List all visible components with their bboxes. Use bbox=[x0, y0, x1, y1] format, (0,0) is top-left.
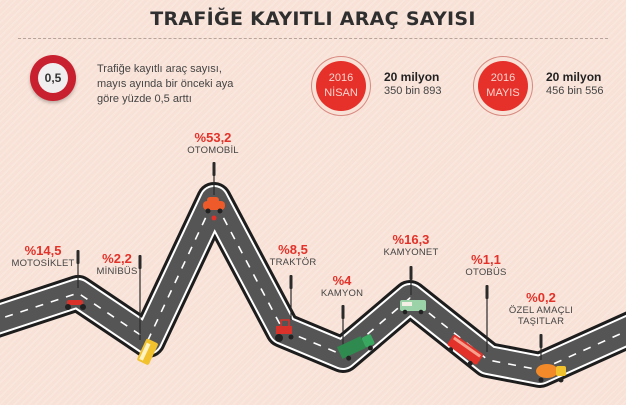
stat-text-may: 20 milyon 456 bin 556 bbox=[546, 70, 604, 98]
label-name: OTOMOBİL bbox=[187, 145, 239, 156]
stat-year: 2016 bbox=[328, 72, 354, 84]
truck-icon bbox=[336, 334, 375, 361]
intro-line: Trafiğe kayıtlı araç sayısı, bbox=[97, 63, 222, 75]
car-icon bbox=[203, 197, 225, 221]
label-percent: %2,2 bbox=[102, 251, 132, 266]
label-kamyon: %4 KAMYON bbox=[320, 273, 364, 300]
stat-millions: 20 milyon bbox=[546, 70, 602, 84]
stat-circle-april: 2016 NİSAN bbox=[316, 61, 366, 111]
label-percent: %4 bbox=[332, 273, 352, 288]
minibus-icon bbox=[137, 338, 158, 365]
motorcycle-icon bbox=[65, 300, 86, 310]
label-percent: %14,5 bbox=[24, 243, 62, 258]
label-name: ÖZEL AMAÇLI bbox=[508, 305, 574, 316]
label-minibus: %2,2 MİNİBÜS bbox=[96, 251, 138, 278]
label-name: TRAKTÖR bbox=[269, 257, 317, 268]
van-icon bbox=[400, 300, 426, 315]
label-name: TAŞITLAR bbox=[517, 316, 565, 327]
label-name: KAMYON bbox=[320, 288, 364, 299]
label-ozel-amacli: %0,2 ÖZEL AMAÇLI TAŞITLAR bbox=[508, 290, 574, 328]
label-percent: %8,5 bbox=[278, 242, 308, 257]
label-name: OTOBÜS bbox=[465, 267, 507, 278]
label-name: MİNİBÜS bbox=[96, 266, 138, 277]
label-name: MOTOSİKLET bbox=[11, 258, 75, 269]
stat-month: MAYIS bbox=[486, 87, 520, 99]
label-percent: %16,3 bbox=[392, 232, 430, 247]
intro-text: Trafiğe kayıtlı araç sayısı, mayıs ayınd… bbox=[97, 62, 267, 107]
title-divider bbox=[18, 38, 608, 39]
label-percent: %0,2 bbox=[526, 290, 556, 305]
bus-icon bbox=[447, 334, 483, 366]
stat-text-april: 20 milyon 350 bin 893 bbox=[384, 70, 442, 98]
label-otobus: %1,1 OTOBÜS bbox=[465, 252, 507, 279]
label-kamyonet: %16,3 KAMYONET bbox=[383, 232, 439, 259]
badge-value: 0,5 bbox=[38, 63, 68, 93]
intro-line: mayıs ayında bir önceki aya bbox=[97, 78, 234, 90]
stat-month: NİSAN bbox=[324, 87, 358, 99]
stat-rest: 350 bin 893 bbox=[384, 85, 442, 97]
tractor-icon bbox=[275, 319, 294, 342]
stat-circle-may: 2016 MAYIS bbox=[478, 61, 528, 111]
label-motosiklet: %14,5 MOTOSİKLET bbox=[11, 243, 75, 270]
stat-rest: 456 bin 556 bbox=[546, 85, 604, 97]
label-otomobil: %53,2 OTOMOBİL bbox=[187, 130, 239, 157]
label-traktor: %8,5 TRAKTÖR bbox=[269, 242, 317, 269]
speed-limit-sign-icon: 0,5 bbox=[30, 55, 76, 101]
mixer-truck-icon bbox=[536, 364, 566, 383]
label-percent: %1,1 bbox=[471, 252, 501, 267]
stat-year: 2016 bbox=[490, 72, 516, 84]
label-name: KAMYONET bbox=[383, 247, 439, 258]
stat-millions: 20 milyon bbox=[384, 70, 440, 84]
intro-line: göre yüzde 0,5 arttı bbox=[97, 93, 192, 105]
label-percent: %53,2 bbox=[194, 130, 232, 145]
page-title: TRAFİĞE KAYITLI ARAÇ SAYISI bbox=[150, 8, 476, 30]
